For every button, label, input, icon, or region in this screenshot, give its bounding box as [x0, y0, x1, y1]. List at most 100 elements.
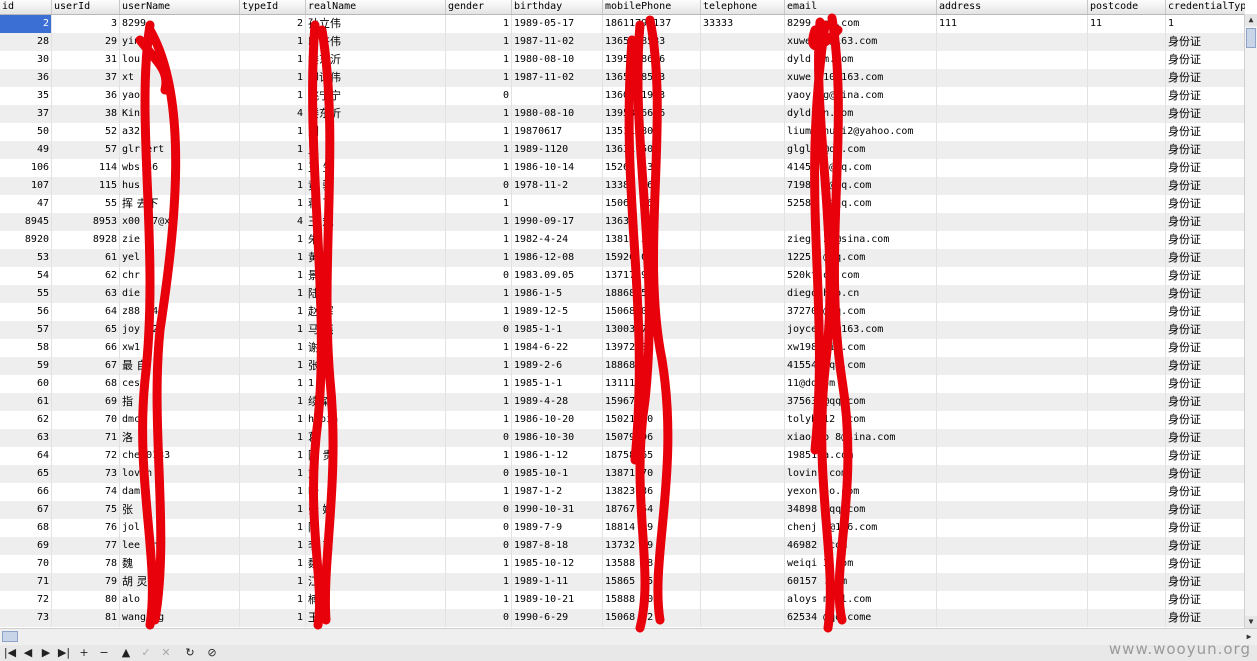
horizontal-scroll-thumb[interactable] [2, 631, 18, 642]
cell-realName[interactable]: 王芳 [306, 609, 446, 627]
cell-mobilePhone[interactable]: 13732 09 [603, 537, 701, 555]
cell-mobilePhone[interactable]: 13605 1923 [603, 87, 701, 105]
cell-postcode[interactable]: 11 [1088, 15, 1166, 33]
cell-email[interactable]: 34898 @qq.com [785, 501, 937, 519]
cell-realName[interactable]: 姚宁宁 [306, 87, 446, 105]
table-row[interactable]: 54 62 chr n 1 景 0 1983.09.05 13717 9 520kt om.co… [0, 267, 1245, 285]
column-header-gender[interactable]: gender [446, 0, 512, 14]
horizontal-scrollbar[interactable]: ▶ [0, 628, 1257, 645]
table-row[interactable]: 70 78 魏 1 魏 1 1985-10-12 13588 98 weiqi 3.com 身份证 [0, 555, 1245, 573]
cell-typeId[interactable]: 1 [240, 591, 306, 609]
cell-email[interactable]: 37563 @qq.com [785, 393, 937, 411]
cell-userName[interactable]: zie [120, 231, 240, 249]
cell-userId[interactable]: 62 [52, 267, 120, 285]
cell-birthday[interactable]: 1978-11-2 [512, 177, 603, 195]
cell-typeId[interactable]: 1 [240, 249, 306, 267]
cell-birthday[interactable]: 1980-08-10 [512, 51, 603, 69]
cell-telephone[interactable] [701, 375, 785, 393]
cell-email[interactable]: 8299 @qq.com [785, 15, 937, 33]
cell-postcode[interactable] [1088, 573, 1166, 591]
cell-userName[interactable]: yel [120, 249, 240, 267]
cell-userId[interactable]: 36 [52, 87, 120, 105]
cell-birthday[interactable]: 1989-2-6 [512, 357, 603, 375]
cell-credentialTyp[interactable]: 身份证 [1166, 591, 1245, 609]
cell-email[interactable]: 52589 6@qq.com [785, 195, 937, 213]
cell-credentialTyp[interactable]: 身份证 [1166, 105, 1245, 123]
cell-postcode[interactable] [1088, 249, 1166, 267]
cell-gender[interactable]: 1 [446, 573, 512, 591]
cell-typeId[interactable]: 1 [240, 537, 306, 555]
cell-userId[interactable]: 72 [52, 447, 120, 465]
cell-userId[interactable]: 8953 [52, 213, 120, 231]
cell-mobilePhone[interactable]: 18611798137 [603, 15, 701, 33]
cell-userId[interactable]: 29 [52, 33, 120, 51]
cell-postcode[interactable] [1088, 159, 1166, 177]
cell-userId[interactable]: 65 [52, 321, 120, 339]
cell-address[interactable] [937, 177, 1088, 195]
cell-email[interactable]: 62534 @qq.come [785, 609, 937, 627]
cell-postcode[interactable] [1088, 267, 1166, 285]
cell-telephone[interactable] [701, 483, 785, 501]
cell-mobilePhone[interactable]: 13972 88 [603, 339, 701, 357]
cell-address[interactable] [937, 357, 1088, 375]
cell-userId[interactable]: 79 [52, 573, 120, 591]
cell-mobilePhone[interactable]: 15967 2 [603, 393, 701, 411]
cell-userName[interactable]: xt [120, 69, 240, 87]
cell-birthday[interactable]: 1986-12-08 [512, 249, 603, 267]
cell-gender[interactable]: 1 [446, 249, 512, 267]
cell-email[interactable]: yexon oo.com [785, 483, 937, 501]
cell-gender[interactable]: 1 [446, 591, 512, 609]
cell-typeId[interactable]: 1 [240, 393, 306, 411]
cell-userName[interactable]: 8299 [120, 15, 240, 33]
cell-address[interactable] [937, 501, 1088, 519]
cell-email[interactable]: tolyb 12 .com [785, 411, 937, 429]
cell-credentialTyp[interactable]: 身份证 [1166, 51, 1245, 69]
cell-telephone[interactable] [701, 465, 785, 483]
cell-birthday[interactable]: 1986-1-12 [512, 447, 603, 465]
cell-telephone[interactable] [701, 303, 785, 321]
cell-mobilePhone[interactable]: 13631 508 [603, 141, 701, 159]
cell-gender[interactable]: 1 [446, 195, 512, 213]
cell-gender[interactable]: 0 [446, 609, 512, 627]
cell-realName[interactable]: 叶 [306, 483, 446, 501]
cell-address[interactable] [937, 213, 1088, 231]
table-row[interactable]: 57 65 joy 52 1 马 燕 0 1985-1-1 13003 76 joyce 12@… [0, 321, 1245, 339]
cell-userId[interactable]: 76 [52, 519, 120, 537]
cell-birthday[interactable]: 1990-09-17 [512, 213, 603, 231]
cell-telephone[interactable] [701, 285, 785, 303]
cell-postcode[interactable] [1088, 87, 1166, 105]
cell-id[interactable]: 56 [0, 303, 52, 321]
cell-gender[interactable]: 1 [446, 357, 512, 375]
cell-postcode[interactable] [1088, 285, 1166, 303]
cancel-changes-icon[interactable]: ✕ [161, 646, 171, 659]
cell-realName[interactable]: 刘 [306, 123, 446, 141]
cell-postcode[interactable] [1088, 231, 1166, 249]
cell-realName[interactable]: 陈 [306, 519, 446, 537]
cell-email[interactable]: chenj 9@126.com [785, 519, 937, 537]
cell-birthday[interactable]: 1986-10-14 [512, 159, 603, 177]
cell-userName[interactable]: che 0133 [120, 447, 240, 465]
cell-userName[interactable]: wbs 36 [120, 159, 240, 177]
cell-credentialTyp[interactable]: 身份证 [1166, 123, 1245, 141]
cell-address[interactable] [937, 321, 1088, 339]
cell-credentialTyp[interactable]: 身份证 [1166, 159, 1245, 177]
cell-birthday[interactable]: 1987-8-18 [512, 537, 603, 555]
cell-credentialTyp[interactable]: 身份证 [1166, 87, 1245, 105]
cell-credentialTyp[interactable]: 身份证 [1166, 267, 1245, 285]
cell-id[interactable]: 54 [0, 267, 52, 285]
cell-address[interactable] [937, 555, 1088, 573]
cell-birthday[interactable]: 1989-05-17 [512, 15, 603, 33]
cell-email[interactable]: 60157 .com [785, 573, 937, 591]
cell-userId[interactable]: 37 [52, 69, 120, 87]
table-row[interactable]: 47 55 挥 去下 1 蒋 飞 1 15068 06 52589 6@qq.com 身份证 [0, 195, 1245, 213]
column-header-mobilePhone[interactable]: mobilePhone [603, 0, 701, 14]
cell-address[interactable] [937, 519, 1088, 537]
cell-id[interactable]: 60 [0, 375, 52, 393]
cell-id[interactable]: 57 [0, 321, 52, 339]
cell-postcode[interactable] [1088, 465, 1166, 483]
cell-credentialTyp[interactable]: 身份证 [1166, 321, 1245, 339]
cell-email[interactable]: glgl 8@qq.com [785, 141, 937, 159]
cell-postcode[interactable] [1088, 591, 1166, 609]
cell-birthday[interactable]: 1989-12-5 [512, 303, 603, 321]
cell-address[interactable] [937, 483, 1088, 501]
